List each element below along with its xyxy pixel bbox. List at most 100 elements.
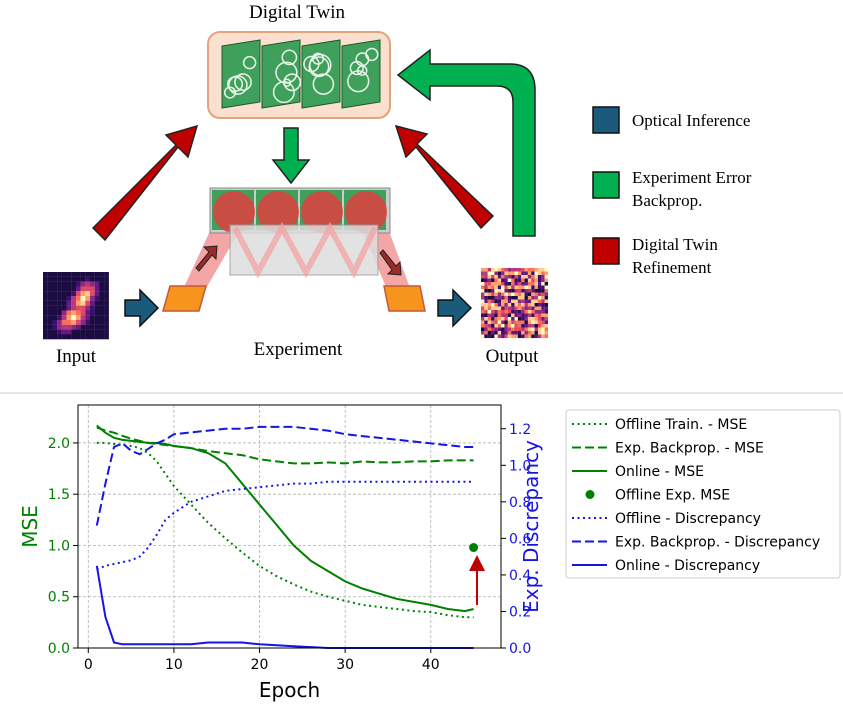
legend-marker — [586, 490, 595, 499]
legend-label: Offline Exp. MSE — [615, 488, 730, 504]
pixel — [538, 331, 541, 335]
pixel — [90, 306, 95, 311]
pixel — [535, 296, 538, 300]
pixel — [541, 296, 544, 300]
pixel — [521, 307, 524, 311]
pixel — [515, 317, 518, 321]
pixel — [531, 310, 534, 314]
pixel — [508, 289, 511, 293]
pixel — [538, 321, 541, 325]
pixel — [531, 335, 534, 339]
pixel — [511, 282, 514, 286]
pixel — [99, 291, 104, 296]
pixel — [531, 268, 534, 272]
pixel — [504, 275, 507, 279]
pixel — [531, 282, 534, 286]
pixel — [81, 320, 86, 325]
pixel — [90, 286, 95, 291]
pixel — [52, 330, 57, 335]
pixel — [538, 314, 541, 318]
pixel — [528, 275, 531, 279]
pixel — [488, 279, 491, 283]
pixel — [85, 291, 90, 296]
pixel — [67, 315, 72, 320]
pixel — [76, 310, 81, 315]
pixel — [541, 286, 544, 290]
pixel — [545, 314, 548, 318]
pixel — [541, 321, 544, 325]
pixel — [481, 279, 484, 283]
pixel — [521, 324, 524, 328]
pixel — [504, 296, 507, 300]
pixel — [494, 282, 497, 286]
pixel — [498, 310, 501, 314]
pixel — [71, 301, 76, 306]
pixel — [81, 330, 86, 335]
pixel — [494, 328, 497, 332]
pixel — [525, 331, 528, 335]
pixel — [545, 317, 548, 321]
pixel — [525, 289, 528, 293]
pixel — [85, 306, 90, 311]
y-axis-label: MSE — [18, 505, 42, 548]
pixel — [481, 286, 484, 290]
pixel — [104, 330, 109, 335]
pixel — [48, 325, 53, 330]
pixel — [71, 315, 76, 320]
pixel — [541, 272, 544, 276]
pixel — [484, 310, 487, 314]
pixel — [43, 315, 48, 320]
pixel — [541, 317, 544, 321]
pixel — [541, 303, 544, 307]
pixel — [541, 324, 544, 328]
pixel — [501, 328, 504, 332]
pixel — [76, 282, 81, 287]
pixel — [99, 334, 104, 339]
pixel — [76, 320, 81, 325]
pixel — [62, 277, 67, 282]
pixel — [90, 296, 95, 301]
pixel — [511, 286, 514, 290]
diagram-title: Digital Twin — [249, 2, 345, 23]
pixel — [488, 289, 491, 293]
pixel — [67, 320, 72, 325]
pixel — [43, 330, 48, 335]
pixel — [531, 314, 534, 318]
pixel — [531, 300, 534, 304]
pixel — [95, 320, 100, 325]
x-tick-label: 20 — [251, 657, 269, 673]
pixel — [95, 272, 100, 277]
pixel — [521, 293, 524, 297]
pixel — [531, 286, 534, 290]
pixel — [515, 331, 518, 335]
pixel — [484, 303, 487, 307]
pixel — [488, 275, 491, 279]
pixel — [62, 296, 67, 301]
pixel — [511, 289, 514, 293]
pixel — [494, 272, 497, 276]
pixel — [515, 314, 518, 318]
pixel — [104, 286, 109, 291]
pixel — [498, 314, 501, 318]
pixel — [508, 296, 511, 300]
pixel — [508, 268, 511, 272]
pixel — [535, 279, 538, 283]
pixel — [48, 310, 53, 315]
pixel — [515, 275, 518, 279]
pixel — [99, 315, 104, 320]
pixel — [491, 321, 494, 325]
pixel — [67, 330, 72, 335]
pixel — [528, 289, 531, 293]
pixel — [104, 291, 109, 296]
pixel — [511, 328, 514, 332]
pixel — [48, 301, 53, 306]
pixel — [85, 320, 90, 325]
pixel — [521, 296, 524, 300]
pixel — [504, 303, 507, 307]
pixel — [95, 310, 100, 315]
pixel — [90, 282, 95, 287]
pixel — [494, 310, 497, 314]
pixel — [541, 331, 544, 335]
pixel — [85, 277, 90, 282]
pixel — [491, 296, 494, 300]
